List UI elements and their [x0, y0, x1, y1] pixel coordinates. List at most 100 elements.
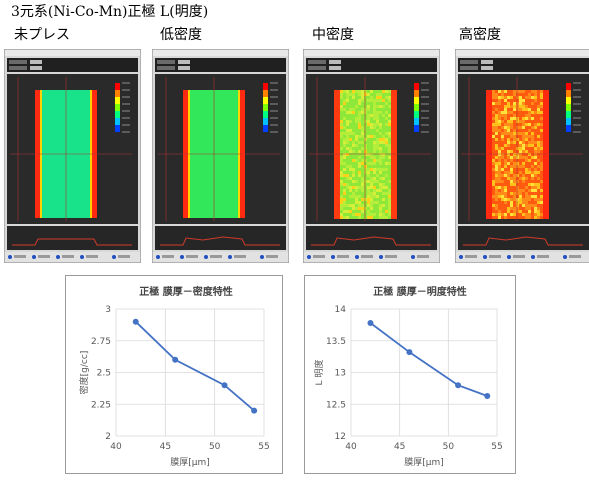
map-cell — [358, 132, 361, 135]
map-cell — [334, 111, 337, 114]
map-cell — [346, 117, 349, 120]
map-cell — [498, 159, 501, 162]
map-cell — [388, 168, 391, 171]
map-cell — [358, 126, 361, 129]
map-cell — [388, 153, 391, 156]
map-cell — [543, 144, 546, 147]
profile-area — [306, 226, 437, 250]
map-cell — [364, 207, 367, 210]
map-cell — [528, 90, 531, 93]
map-cell — [385, 144, 388, 147]
map-cell — [334, 114, 337, 117]
map-cell — [346, 105, 349, 108]
map-cell — [522, 108, 525, 111]
map-cell — [513, 108, 516, 111]
map-cell — [334, 174, 337, 177]
map-cell — [346, 153, 349, 156]
map-cell — [394, 210, 397, 213]
map-cell — [355, 198, 358, 201]
map-cell — [352, 96, 355, 99]
map-cell — [540, 198, 543, 201]
map-cell — [388, 201, 391, 204]
map-cell — [525, 213, 528, 216]
map-cell — [534, 111, 537, 114]
map-cell — [376, 192, 379, 195]
map-cell — [543, 93, 546, 96]
map-cell — [340, 138, 343, 141]
map-cell — [346, 135, 349, 138]
map-cell — [385, 198, 388, 201]
map-cell — [525, 192, 528, 195]
map-cell — [394, 186, 397, 189]
map-cell — [364, 195, 367, 198]
map-cell — [492, 180, 495, 183]
map-cell — [364, 183, 367, 186]
map-cell — [492, 93, 495, 96]
map-cell — [492, 168, 495, 171]
map-cell — [379, 168, 382, 171]
map-cell — [343, 192, 346, 195]
map-cell — [486, 111, 489, 114]
map-cell — [534, 93, 537, 96]
toolbar-field — [157, 66, 175, 70]
map-cell — [534, 177, 537, 180]
map-cell — [382, 180, 385, 183]
map-cell — [373, 120, 376, 123]
map-cell — [334, 96, 337, 99]
map-cell — [498, 120, 501, 123]
map-cell — [492, 204, 495, 207]
map-cell — [334, 93, 337, 96]
map-cell — [507, 162, 510, 165]
map-cell — [531, 120, 534, 123]
map-cell — [537, 102, 540, 105]
map-cell — [358, 162, 361, 165]
map-cell — [370, 99, 373, 102]
map-cell — [340, 192, 343, 195]
map-cell — [540, 108, 543, 111]
map-cell — [546, 198, 549, 201]
map-cell — [361, 201, 364, 204]
map-cell — [346, 207, 349, 210]
map-cell — [367, 93, 370, 96]
map-cell — [501, 129, 504, 132]
y-tick-label: 2.75 — [91, 337, 111, 347]
map-cell — [495, 180, 498, 183]
map-cell — [516, 171, 519, 174]
map-cell — [501, 216, 504, 219]
map-cell — [534, 117, 537, 120]
map-cell — [343, 201, 346, 204]
map-cell — [498, 162, 501, 165]
map-cell — [364, 198, 367, 201]
map-cell — [495, 147, 498, 150]
map-cell — [355, 135, 358, 138]
map-cell — [358, 177, 361, 180]
map-cell — [361, 90, 364, 93]
map-cell — [337, 165, 340, 168]
map-cell — [516, 114, 519, 117]
scale-segment — [414, 83, 419, 90]
map-cell — [370, 186, 373, 189]
map-cell — [352, 168, 355, 171]
map-cell — [379, 189, 382, 192]
map-cell — [352, 135, 355, 138]
map-cell — [367, 108, 370, 111]
map-cell — [343, 132, 346, 135]
map-cell — [364, 90, 367, 93]
map-cell — [340, 156, 343, 159]
map-cell — [522, 150, 525, 153]
map-cell — [391, 171, 394, 174]
map-cell — [340, 213, 343, 216]
map-cell — [492, 156, 495, 159]
map-cell — [504, 216, 507, 219]
map-cell — [352, 156, 355, 159]
status-indicator — [483, 255, 487, 259]
map-cell — [519, 186, 522, 189]
map-cell — [522, 189, 525, 192]
map-cell — [379, 183, 382, 186]
map-cell — [355, 114, 358, 117]
map-cell — [507, 207, 510, 210]
map-cell — [382, 135, 385, 138]
map-cell — [534, 210, 537, 213]
map-cell — [376, 165, 379, 168]
map-cell — [376, 138, 379, 141]
